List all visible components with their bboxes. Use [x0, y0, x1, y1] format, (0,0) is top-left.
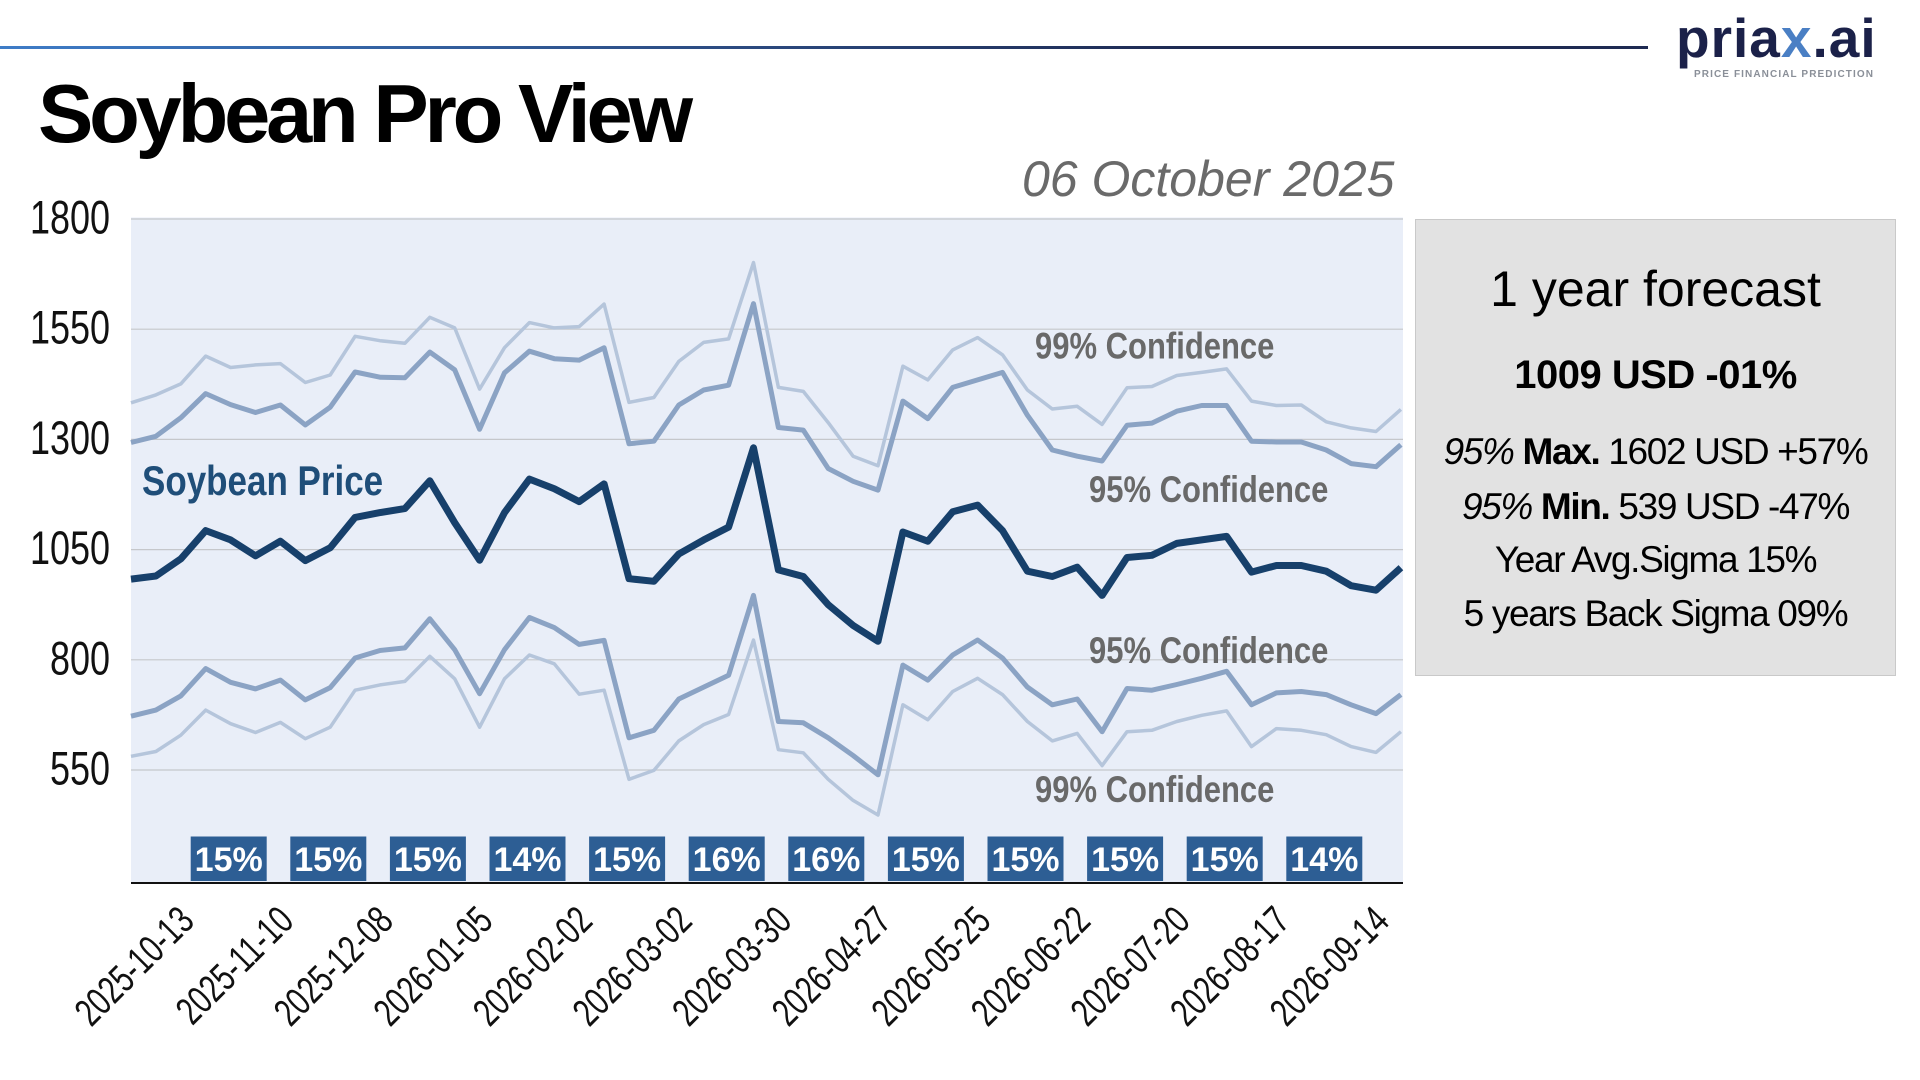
- svg-text:550: 550: [50, 742, 110, 795]
- svg-text:Soybean Price: Soybean Price: [142, 458, 383, 505]
- svg-text:15%: 15%: [195, 841, 263, 879]
- svg-text:15%: 15%: [892, 841, 960, 879]
- svg-text:16%: 16%: [693, 841, 761, 879]
- svg-text:95% Confidence: 95% Confidence: [1089, 469, 1328, 510]
- svg-text:95% Confidence: 95% Confidence: [1089, 630, 1328, 671]
- svg-text:15%: 15%: [1091, 841, 1159, 879]
- svg-text:1550: 1550: [30, 301, 110, 354]
- svg-text:800: 800: [50, 631, 110, 684]
- svg-text:99% Confidence: 99% Confidence: [1035, 769, 1274, 810]
- svg-text:14%: 14%: [1290, 841, 1358, 879]
- svg-text:14%: 14%: [493, 841, 561, 879]
- svg-text:15%: 15%: [294, 841, 362, 879]
- svg-text:1050: 1050: [30, 521, 110, 574]
- svg-text:16%: 16%: [792, 841, 860, 879]
- svg-text:15%: 15%: [991, 841, 1059, 879]
- svg-text:15%: 15%: [394, 841, 462, 879]
- svg-text:99% Confidence: 99% Confidence: [1035, 326, 1274, 367]
- svg-text:1800: 1800: [30, 191, 110, 244]
- svg-text:1300: 1300: [30, 411, 110, 464]
- svg-text:15%: 15%: [593, 841, 661, 879]
- svg-text:15%: 15%: [1191, 841, 1259, 879]
